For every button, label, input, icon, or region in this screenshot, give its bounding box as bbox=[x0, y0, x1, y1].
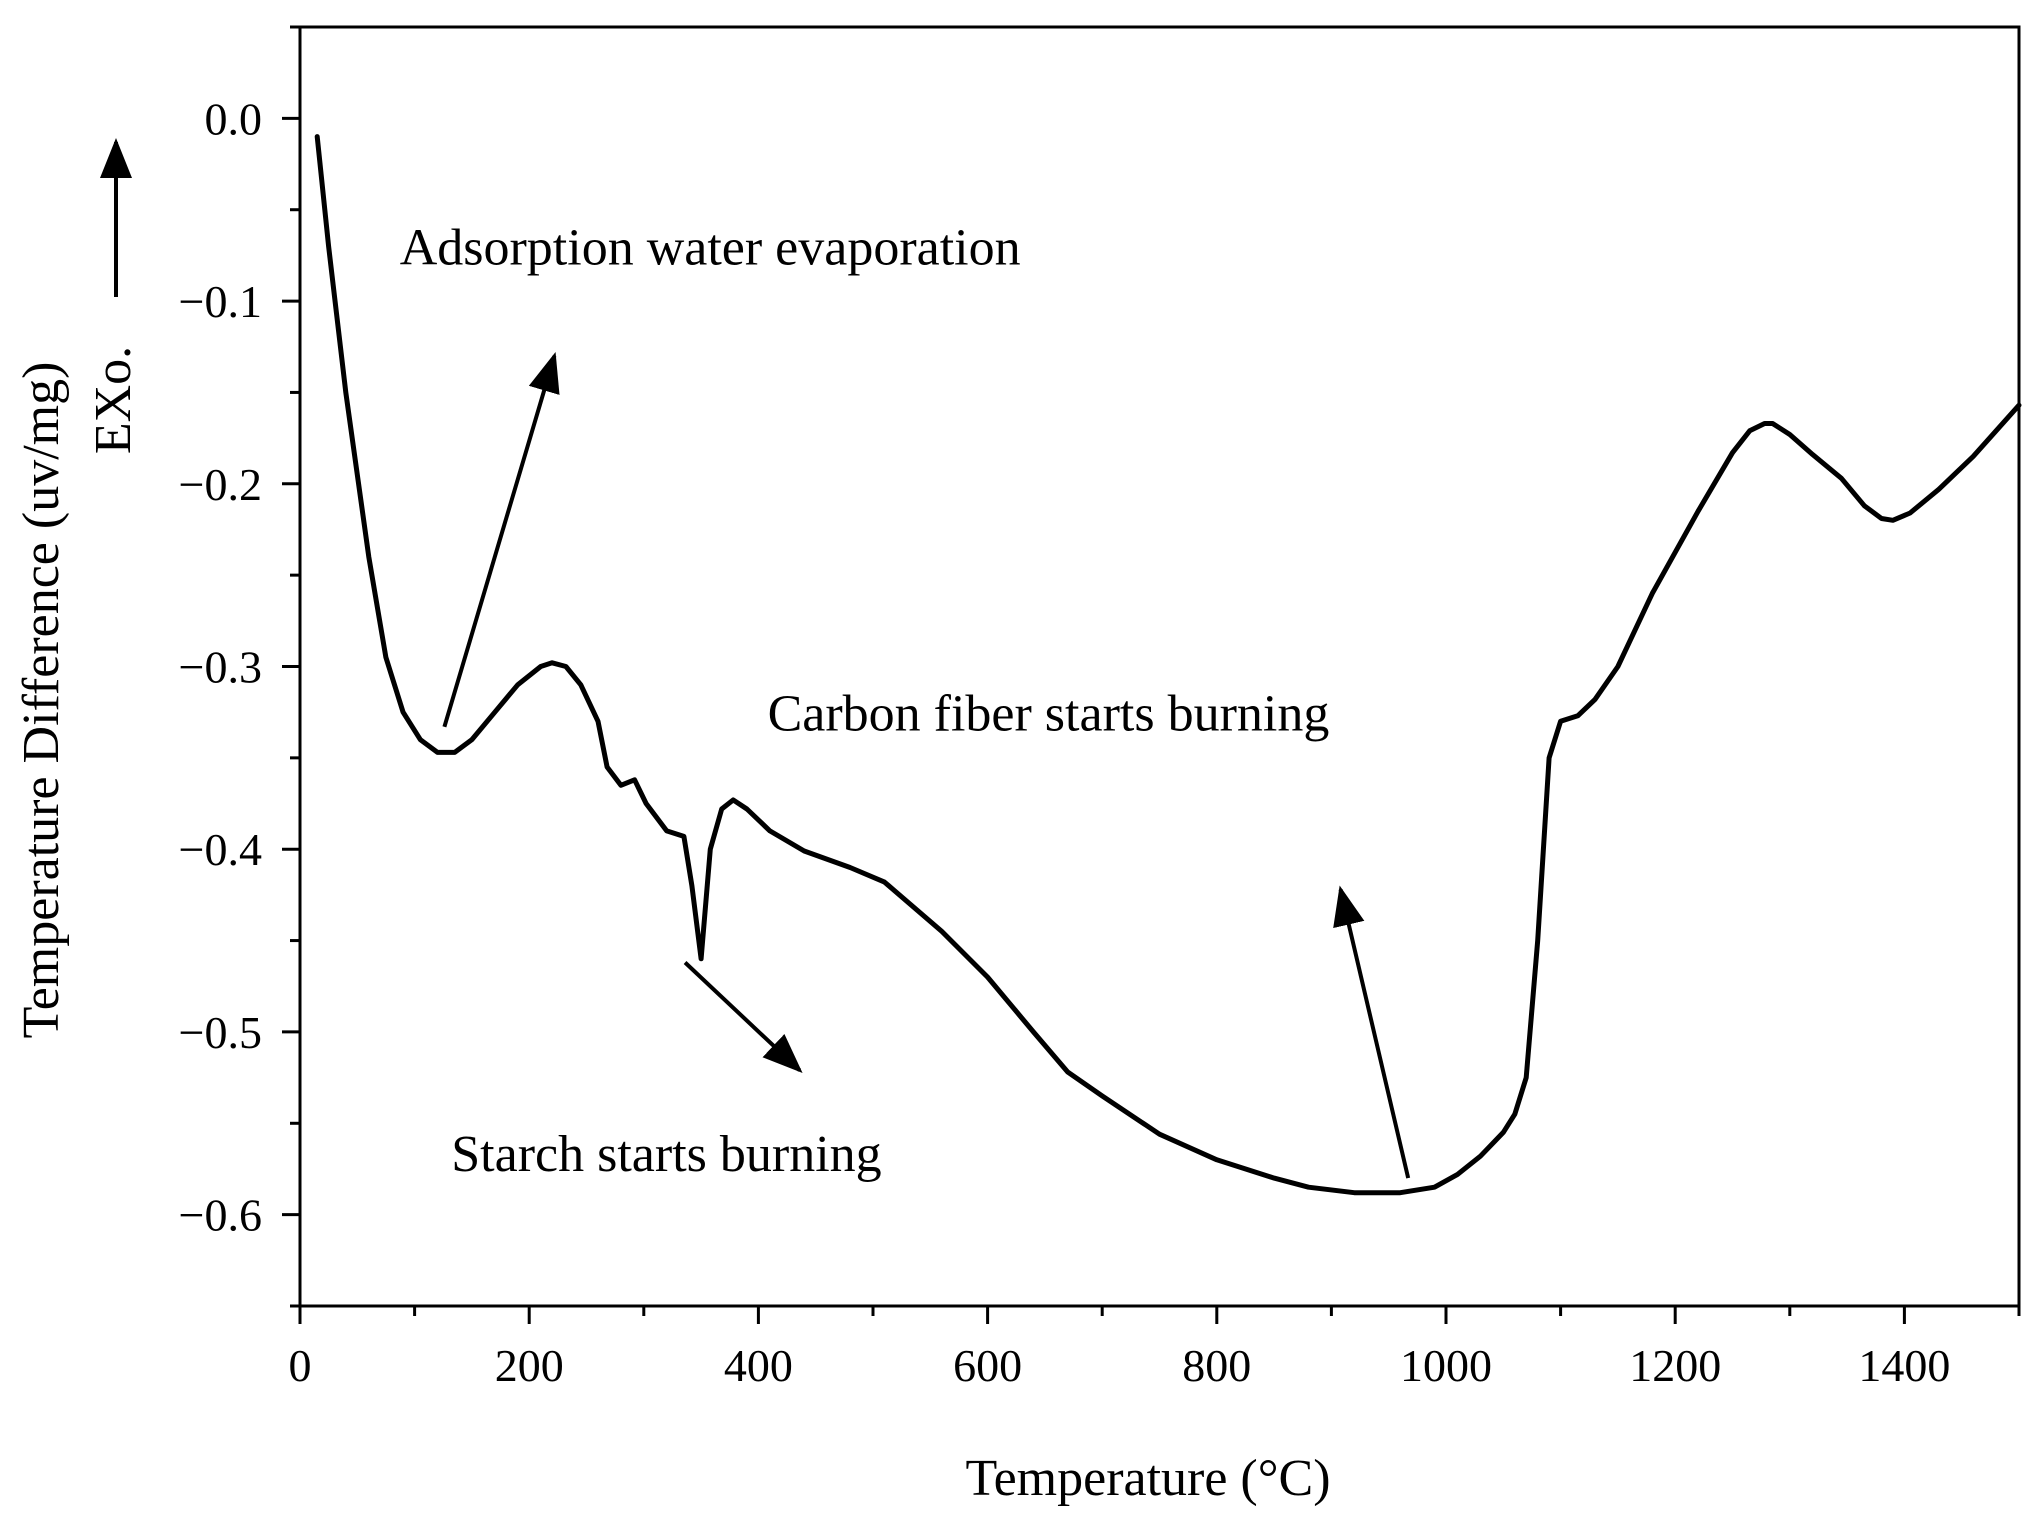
exo-label: EXo. bbox=[85, 346, 142, 454]
x-tick-label: 200 bbox=[495, 1340, 564, 1391]
annotation-arrow bbox=[683, 961, 803, 1074]
x-axis-tick-labels: 0 200 400 600 800 1000 1200 1400 bbox=[289, 1340, 1951, 1391]
y-tick-label: 0.0 bbox=[205, 93, 263, 144]
y-axis-tick-labels: 0.0 −0.1 −0.2 −0.3 −0.4 −0.5 −0.6 bbox=[179, 93, 262, 1240]
y-tick-label: −0.1 bbox=[179, 276, 262, 327]
x-tick-label: 800 bbox=[1182, 1340, 1251, 1391]
x-tick-label: 1200 bbox=[1629, 1340, 1721, 1391]
series-line-dta bbox=[314, 134, 2022, 1196]
y-tick-label: −0.3 bbox=[179, 642, 262, 693]
x-tick-label: 400 bbox=[724, 1340, 793, 1391]
y-tick-label: −0.5 bbox=[179, 1007, 262, 1058]
y-axis-title: Temperature Difference (uv/mg) bbox=[13, 362, 70, 1039]
annotations: Adsorption water evaporation Carbon fiber… bbox=[400, 220, 1411, 1183]
annotation-arrow bbox=[442, 352, 560, 728]
y-axis-ticks bbox=[282, 25, 300, 1308]
y-tick-label: −0.4 bbox=[179, 824, 262, 875]
x-tick-label: 1400 bbox=[1858, 1340, 1950, 1391]
x-tick-label: 600 bbox=[953, 1340, 1022, 1391]
exothermic-direction-indicator: EXo. bbox=[85, 138, 142, 454]
x-tick-label: 0 bbox=[289, 1340, 312, 1391]
annotation-arrow bbox=[1333, 885, 1411, 1179]
y-tick-label: −0.2 bbox=[179, 459, 262, 510]
annotation-label: Adsorption water evaporation bbox=[400, 220, 1021, 277]
x-axis-title: Temperature (°C) bbox=[965, 1450, 1330, 1507]
annotation-label: Carbon fiber starts burning bbox=[768, 685, 1330, 742]
annotation-label: Starch starts burning bbox=[451, 1126, 881, 1183]
y-tick-label: −0.6 bbox=[179, 1190, 262, 1241]
x-tick-label: 1000 bbox=[1400, 1340, 1492, 1391]
x-axis-ticks bbox=[298, 1306, 2021, 1324]
